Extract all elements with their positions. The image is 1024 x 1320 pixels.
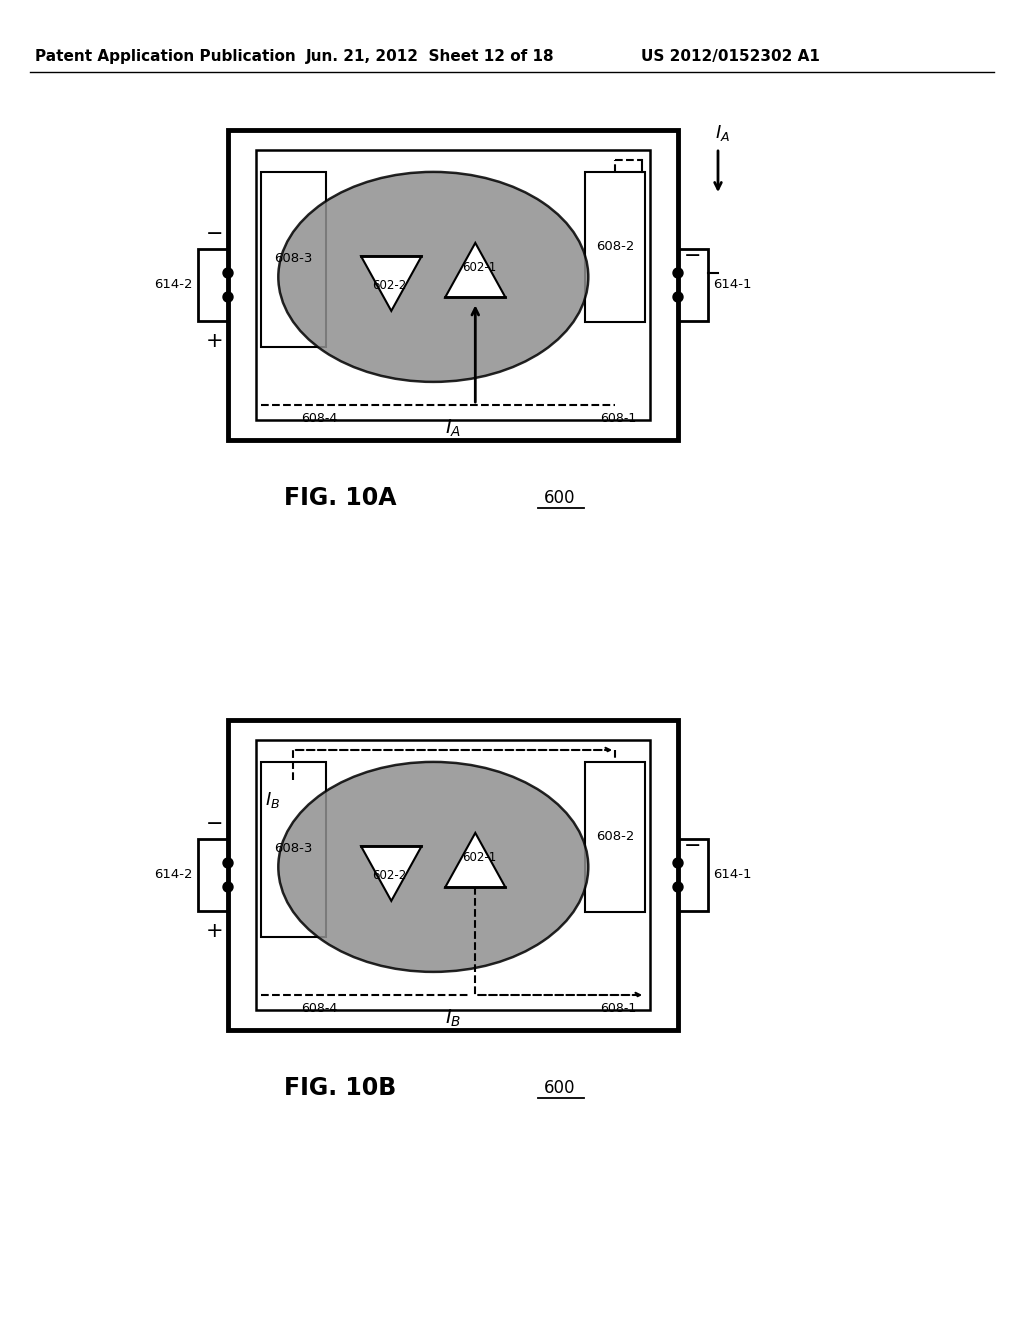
Polygon shape	[361, 846, 422, 900]
Bar	[256, 150, 650, 420]
Text: 608-1: 608-1	[600, 412, 636, 425]
Text: 600: 600	[544, 1078, 575, 1097]
Text: 600: 600	[544, 488, 575, 507]
Polygon shape	[445, 243, 506, 297]
Text: 614-1: 614-1	[713, 869, 752, 882]
Text: 608-3: 608-3	[273, 842, 312, 855]
Text: Patent Application Publication: Patent Application Publication	[35, 49, 295, 65]
Text: FIG. 10B: FIG. 10B	[284, 1076, 396, 1100]
Bar	[261, 172, 326, 347]
Text: $-$: $-$	[683, 834, 700, 854]
Text: 608-4: 608-4	[301, 412, 337, 425]
Text: $I_B$: $I_B$	[265, 789, 281, 810]
Circle shape	[223, 268, 233, 279]
Circle shape	[673, 858, 683, 869]
Circle shape	[673, 268, 683, 279]
Text: 602-2: 602-2	[372, 870, 407, 882]
Text: 614-2: 614-2	[155, 869, 193, 882]
Ellipse shape	[279, 762, 589, 972]
Text: $+$: $+$	[206, 921, 222, 941]
Text: 608-3: 608-3	[273, 252, 312, 265]
Bar	[261, 762, 326, 937]
Text: 608-4: 608-4	[301, 1002, 337, 1015]
Bar	[678, 249, 708, 321]
Bar	[198, 249, 228, 321]
Circle shape	[223, 882, 233, 892]
Text: $-$: $-$	[206, 222, 222, 243]
Text: 602-1: 602-1	[462, 261, 497, 275]
Text: 608-2: 608-2	[596, 830, 634, 843]
Circle shape	[673, 292, 683, 302]
Text: 608-2: 608-2	[596, 240, 634, 253]
Circle shape	[673, 882, 683, 892]
Bar	[585, 762, 645, 912]
Text: $-$: $-$	[683, 244, 700, 264]
Text: $I_B$: $I_B$	[444, 1007, 461, 1028]
Text: $+$: $+$	[206, 331, 222, 351]
Text: $I_A$: $I_A$	[445, 417, 461, 438]
Ellipse shape	[279, 172, 589, 381]
Text: 614-2: 614-2	[155, 279, 193, 292]
Bar	[678, 840, 708, 911]
Text: $-$: $-$	[206, 812, 222, 833]
Bar	[198, 840, 228, 911]
Bar	[585, 172, 645, 322]
Text: 602-2: 602-2	[372, 280, 407, 293]
Text: 602-1: 602-1	[462, 851, 497, 865]
Text: Jun. 21, 2012  Sheet 12 of 18: Jun. 21, 2012 Sheet 12 of 18	[306, 49, 554, 65]
Bar	[228, 719, 678, 1030]
Bar	[256, 741, 650, 1010]
Text: $I_A$: $I_A$	[716, 123, 730, 143]
Polygon shape	[361, 256, 422, 312]
Text: 614-1: 614-1	[713, 279, 752, 292]
Bar	[228, 129, 678, 440]
Text: FIG. 10A: FIG. 10A	[284, 486, 396, 510]
Polygon shape	[445, 833, 506, 887]
Circle shape	[223, 858, 233, 869]
Circle shape	[223, 292, 233, 302]
Text: US 2012/0152302 A1: US 2012/0152302 A1	[641, 49, 819, 65]
Text: 608-1: 608-1	[600, 1002, 636, 1015]
